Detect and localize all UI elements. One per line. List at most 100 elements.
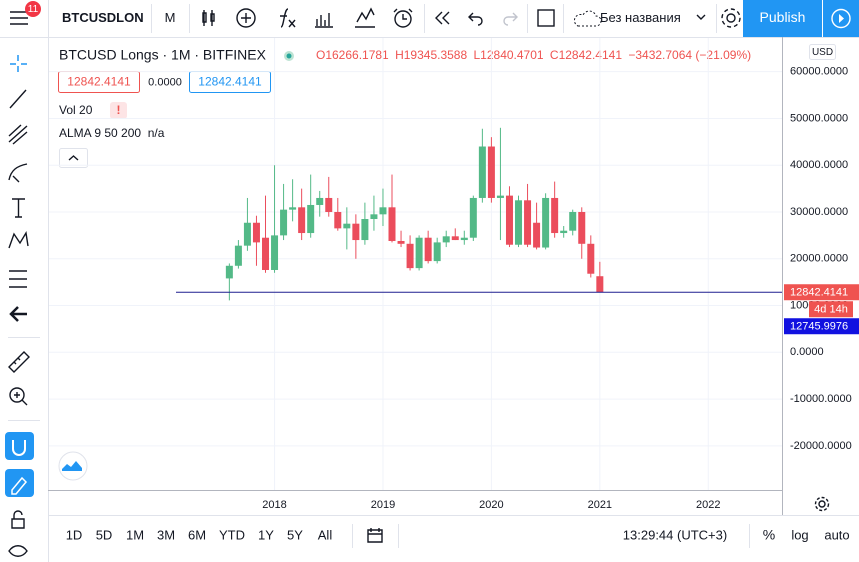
volume-label: Vol 20 <box>59 103 93 117</box>
range-button[interactable]: All <box>318 527 333 542</box>
undo-icon[interactable] <box>468 12 483 26</box>
magnet-icon <box>12 440 26 456</box>
lock-tool[interactable] <box>11 510 25 529</box>
trend-line-tool[interactable] <box>9 89 27 109</box>
candle <box>451 228 459 241</box>
candle <box>551 181 559 238</box>
menu-button[interactable]: 11 <box>10 1 41 25</box>
range-button[interactable]: 1M <box>126 527 144 542</box>
candle <box>478 128 486 203</box>
collapse-button[interactable] <box>59 148 88 168</box>
candle <box>424 230 432 264</box>
replay-icon[interactable] <box>435 11 450 25</box>
range-button[interactable]: 5Y <box>287 527 303 542</box>
layout-name[interactable]: Без названия <box>600 10 681 25</box>
candle <box>225 263 233 301</box>
interval[interactable]: M <box>165 10 176 25</box>
fib-tool[interactable] <box>8 124 28 145</box>
watermark-logo[interactable] <box>58 451 88 481</box>
change-value: −3432.7064 (−21.09%) <box>628 48 751 62</box>
templates-icon[interactable] <box>315 13 333 28</box>
range-button[interactable]: 1Y <box>258 527 274 542</box>
candle-body <box>578 211 586 244</box>
chart-type-icon[interactable] <box>202 10 215 26</box>
candle-body <box>469 197 477 238</box>
visibility-tool[interactable] <box>8 545 28 557</box>
candle-body <box>560 230 568 234</box>
buy-price: 12842.4141 <box>198 75 262 89</box>
candle-body <box>370 214 378 220</box>
plot-area <box>176 127 782 301</box>
alma-label-box <box>784 318 859 335</box>
clock[interactable]: 13:29:44 (UTC+3) <box>623 527 727 542</box>
compare-icon[interactable] <box>355 7 375 28</box>
goto-date-icon[interactable] <box>367 528 383 543</box>
auto-toggle[interactable]: auto <box>824 527 849 542</box>
log-toggle[interactable]: log <box>791 527 808 542</box>
indicator-add-icon[interactable] <box>236 8 256 28</box>
back-tool[interactable] <box>9 306 27 322</box>
candle-body <box>596 276 604 293</box>
candle <box>243 197 251 251</box>
candle-body <box>280 209 288 236</box>
time-axis-settings[interactable] <box>814 496 830 512</box>
candle <box>325 176 333 217</box>
alert-icon[interactable] <box>393 8 413 28</box>
prediction-tool[interactable] <box>9 270 27 288</box>
alert-badge[interactable] <box>110 102 127 119</box>
range-button[interactable]: YTD <box>219 527 245 542</box>
candle <box>587 235 595 278</box>
candle-body <box>361 219 369 241</box>
range-button[interactable]: 6M <box>188 527 206 542</box>
candle <box>379 188 387 227</box>
settings-icon[interactable] <box>721 8 741 28</box>
brush-tool[interactable] <box>8 163 28 183</box>
range-button[interactable]: 3M <box>157 527 175 542</box>
range-button[interactable]: 5D <box>96 527 113 542</box>
candle-body <box>234 245 242 266</box>
range-button[interactable]: 1D <box>66 527 83 542</box>
lock-drawings-tool[interactable] <box>5 469 34 497</box>
text-tool[interactable] <box>12 198 25 218</box>
ohlc-values: O16266.1781 H19345.3588 L12840.4701 C128… <box>316 48 751 62</box>
symbol[interactable]: BTCUSDLON <box>62 10 144 25</box>
candle <box>406 235 414 271</box>
pattern-tool[interactable] <box>8 230 29 249</box>
zoom-tool[interactable] <box>9 387 28 406</box>
candle <box>560 226 568 238</box>
fx-icon[interactable] <box>280 8 296 28</box>
candle-body <box>252 222 260 243</box>
candle-body <box>551 197 559 234</box>
candle <box>596 261 604 293</box>
candle <box>533 202 541 250</box>
candle <box>433 237 441 264</box>
ruler-tool[interactable] <box>8 351 30 373</box>
candle-body <box>442 236 450 243</box>
price-label: 12842.4141 <box>790 287 848 299</box>
percent-toggle[interactable]: % <box>763 527 775 543</box>
candle <box>352 214 360 259</box>
x-tick-label: 2021 <box>588 499 612 511</box>
y-tick-label: 60000.0000 <box>790 66 848 78</box>
x-tick-label: 2022 <box>696 499 720 511</box>
candle-body <box>388 207 396 241</box>
menu-icon <box>10 11 28 25</box>
candle <box>415 235 423 271</box>
grid <box>49 38 782 490</box>
candle <box>569 209 577 236</box>
candle <box>370 195 378 231</box>
currency-box[interactable] <box>809 44 836 60</box>
left-toolbar <box>5 55 40 557</box>
crosshair-tool[interactable] <box>10 55 27 72</box>
layout-chevron[interactable] <box>696 14 706 20</box>
candle <box>361 202 369 245</box>
publish-button[interactable] <box>743 0 822 37</box>
fullscreen-icon[interactable] <box>537 9 555 27</box>
candle-body <box>460 237 468 241</box>
candle-body <box>487 146 495 198</box>
x-tick-label: 2019 <box>371 499 395 511</box>
magnet-tool[interactable] <box>5 432 34 460</box>
publish-more-ring <box>831 8 851 29</box>
redo-icon[interactable] <box>503 12 518 26</box>
